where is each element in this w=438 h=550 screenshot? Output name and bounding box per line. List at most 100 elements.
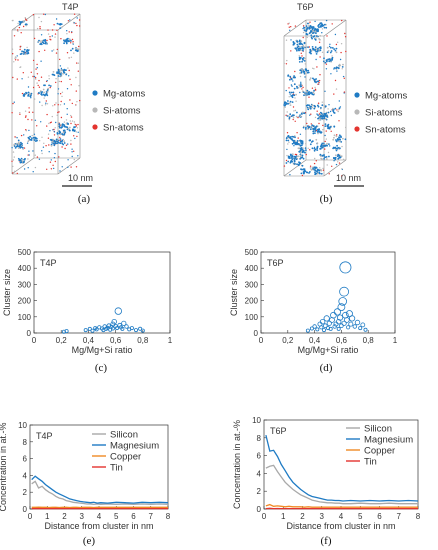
cluster-atom — [308, 25, 310, 27]
atom-dot — [21, 92, 24, 95]
atom-dot — [32, 75, 34, 78]
cluster-atom — [293, 114, 295, 117]
x-tick-label: 4 — [97, 512, 102, 521]
caption-d: (d) — [320, 362, 333, 374]
atom-dot — [302, 27, 304, 30]
cluster-atom — [48, 84, 50, 87]
x-tick-label: 1 — [393, 336, 398, 345]
atom-dot — [308, 46, 310, 48]
atom-dot — [297, 137, 299, 139]
atom-dot — [52, 129, 54, 131]
cluster-atom — [337, 157, 340, 160]
cluster-atom — [311, 106, 314, 109]
cluster-atom — [59, 126, 61, 129]
cluster-atom — [68, 38, 71, 41]
cluster-atom — [309, 139, 312, 142]
scatter-point — [338, 297, 348, 306]
cluster-atom — [29, 138, 32, 141]
cluster-atom — [338, 63, 341, 66]
cluster-atom — [294, 76, 296, 79]
atom-dot — [11, 147, 13, 149]
atom-dot — [40, 121, 42, 123]
cluster-atom — [324, 114, 327, 117]
scatter-point — [140, 328, 145, 333]
atom-dot — [46, 125, 48, 127]
cluster-atom — [306, 71, 309, 74]
cluster-atom — [333, 67, 336, 69]
y-tick-label: 10 — [252, 416, 261, 425]
atom-dot — [20, 32, 22, 34]
atom-dot — [11, 160, 13, 162]
atom-dot — [289, 174, 291, 176]
cluster-atom — [290, 153, 292, 156]
cluster-atom — [65, 38, 68, 41]
atom-dot — [286, 59, 288, 62]
cluster-atom — [62, 72, 64, 75]
cluster-atom — [21, 50, 23, 53]
scatter-point — [330, 311, 337, 319]
cluster-atom — [316, 50, 319, 53]
cluster-atom — [292, 136, 295, 138]
cluster-atom — [328, 60, 331, 63]
cluster-atom — [46, 94, 49, 97]
atom-dot — [293, 110, 295, 112]
x-tick-label: 0,8 — [363, 336, 375, 345]
atom-dot — [310, 123, 312, 125]
atom-dot — [44, 13, 46, 16]
cluster-atom — [29, 93, 31, 96]
atom-dot — [304, 63, 306, 65]
x-tick-label: 1 — [45, 512, 50, 521]
atom-dot — [319, 56, 321, 58]
atom-dot — [339, 58, 342, 61]
cluster-atom — [312, 91, 315, 94]
cluster-atom — [17, 147, 20, 150]
cluster-atom — [63, 68, 66, 71]
cluster-atom — [288, 102, 291, 104]
cluster-atom — [283, 102, 286, 105]
atom-dot — [14, 59, 17, 61]
atom-dot — [73, 158, 76, 161]
atom-dot — [67, 67, 69, 69]
atom-dot — [309, 21, 311, 23]
atom-dot — [48, 122, 50, 125]
cluster-atom — [35, 137, 38, 140]
y-tick-label: 400 — [245, 264, 259, 273]
scatter-point — [339, 261, 352, 274]
cluster-atom — [302, 49, 304, 52]
cluster-atom — [22, 50, 25, 53]
legend-label-b-1: Si-atoms — [365, 108, 403, 119]
cluster-atom — [63, 39, 65, 42]
scatter-point — [337, 303, 346, 312]
cluster-atom — [299, 139, 302, 142]
atom-dot — [36, 63, 38, 66]
cluster-atom — [319, 115, 322, 118]
cluster-atom — [53, 74, 56, 77]
scatter-point — [114, 307, 122, 315]
cluster-atom — [49, 85, 52, 87]
cluster-atom — [297, 48, 300, 50]
atom-dot — [75, 166, 78, 168]
scatter-point — [339, 286, 350, 297]
cluster-atom — [316, 35, 318, 37]
x-tick-label: 5 — [114, 512, 119, 521]
cluster-atom — [30, 139, 33, 141]
scatter-chart-t6p: 0 0,2 0,4 0,6 0,8 1 0 100 200 300 400 500 Mg/Mg+Si r… — [229, 248, 398, 355]
x-tick-label: 0 — [262, 512, 267, 521]
cluster-atom — [296, 43, 299, 46]
cluster-atom — [328, 155, 330, 158]
atom-dot — [45, 102, 47, 104]
atom-dot — [76, 127, 79, 129]
legend-marker-b-1 — [354, 109, 360, 115]
cluster-atom — [304, 69, 307, 71]
cluster-atom — [42, 93, 45, 96]
scatter-point — [358, 326, 363, 331]
atom-dot — [33, 133, 36, 135]
atom-dot — [53, 167, 55, 170]
atom-dot — [35, 78, 37, 80]
atom-dot — [50, 168, 53, 170]
cluster-atom — [319, 145, 322, 148]
atom-dot — [293, 145, 295, 147]
cluster-atom — [53, 142, 55, 145]
cluster-atom — [33, 139, 36, 142]
legend-marker-b-0 — [354, 92, 360, 98]
